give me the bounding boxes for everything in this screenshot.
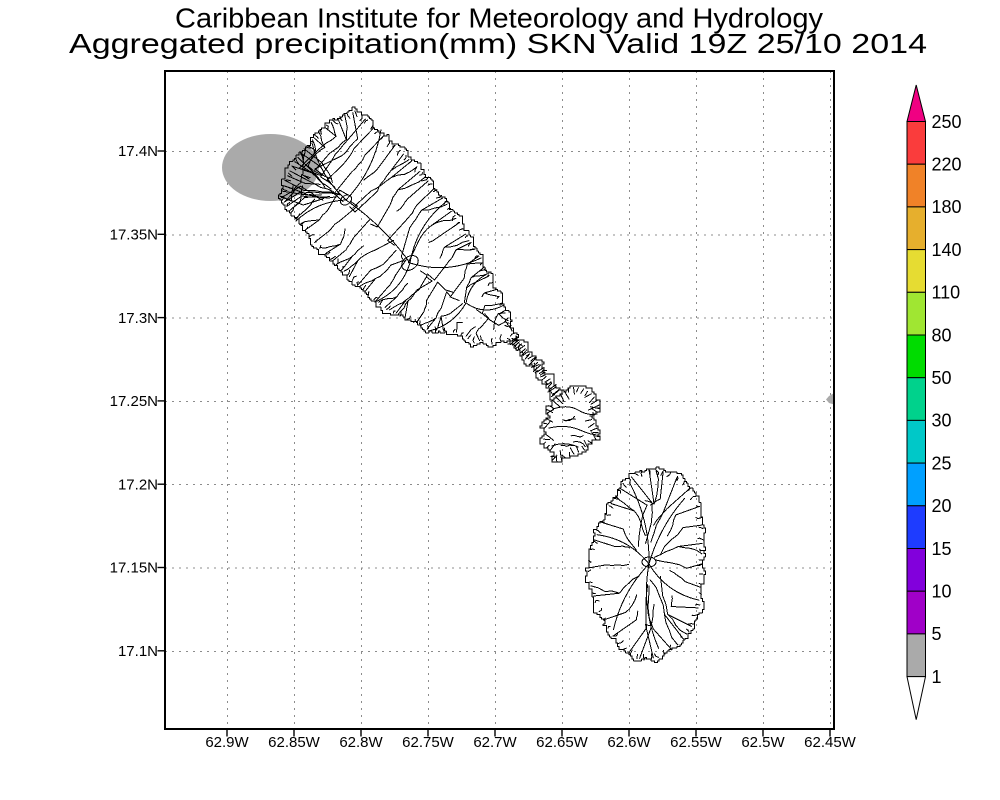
svg-text:25: 25 [932,453,952,473]
svg-text:220: 220 [932,155,962,175]
svg-text:Caribbean Institute for Meteor: Caribbean Institute for Meteorology and … [175,3,823,34]
svg-text:62.8W: 62.8W [339,734,383,751]
svg-text:20: 20 [932,496,952,516]
svg-text:17.3N: 17.3N [118,310,158,327]
svg-text:30: 30 [932,411,952,431]
svg-text:80: 80 [932,325,952,345]
svg-text:62.65W: 62.65W [536,734,589,751]
svg-text:5: 5 [932,624,942,644]
svg-text:17.35N: 17.35N [110,227,158,244]
svg-text:62.55W: 62.55W [670,734,723,751]
svg-text:17.2N: 17.2N [118,476,158,493]
svg-text:50: 50 [932,368,952,388]
svg-text:1: 1 [932,667,942,687]
svg-text:17.4N: 17.4N [118,143,158,160]
svg-text:110: 110 [932,283,961,303]
svg-text:17.25N: 17.25N [110,393,158,410]
svg-text:62.6W: 62.6W [607,734,651,751]
svg-text:62.85W: 62.85W [268,734,321,751]
svg-text:10: 10 [932,582,952,602]
svg-text:62.9W: 62.9W [205,734,249,751]
svg-text:62.5W: 62.5W [741,734,785,751]
svg-text:15: 15 [932,539,952,559]
svg-text:17.15N: 17.15N [110,560,158,577]
svg-text:Aggregated precipitation(mm) S: Aggregated precipitation(mm) SKN Valid 1… [69,28,927,59]
svg-text:180: 180 [932,197,962,217]
svg-text:17.1N: 17.1N [118,643,158,660]
svg-text:62.75W: 62.75W [402,734,455,751]
svg-text:62.45W: 62.45W [804,734,857,751]
svg-text:62.7W: 62.7W [473,734,517,751]
svg-text:250: 250 [932,112,962,132]
svg-text:140: 140 [932,240,962,260]
